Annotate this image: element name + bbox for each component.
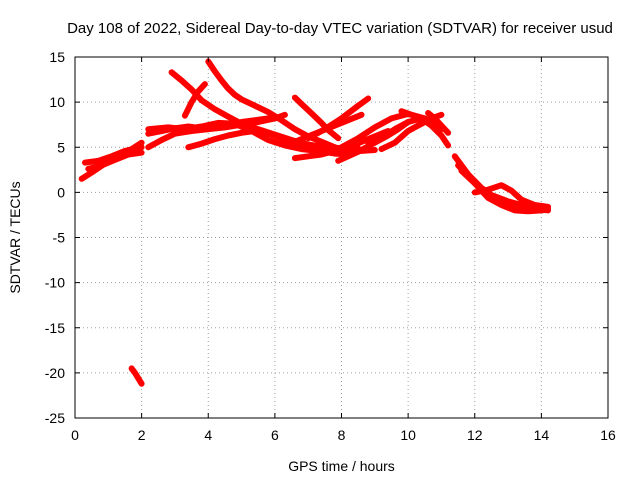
x-tick-label: 4 <box>204 427 212 443</box>
y-tick-label: -20 <box>45 365 65 381</box>
series-arc-10 <box>185 128 352 156</box>
y-tick-label: -5 <box>53 230 66 246</box>
x-tick-label: 0 <box>71 427 79 443</box>
series-arc-8 <box>168 69 362 152</box>
series-arc-20 <box>398 108 452 149</box>
series-arc-25 <box>471 182 551 210</box>
series-arc-24 <box>458 167 551 215</box>
y-tick-label: -25 <box>45 410 65 426</box>
series-arc-4 <box>128 365 145 387</box>
x-tick-label: 16 <box>600 427 616 443</box>
data-series <box>78 58 551 387</box>
series-arc-3 <box>85 149 145 172</box>
series-arc-9 <box>181 81 208 119</box>
grid <box>75 57 608 418</box>
x-tick-label: 8 <box>338 427 346 443</box>
axis-ticks: 0 2 4 6 8 10 12 14 16 -25 -20 -15 -10 -5 0 5 10 15 <box>45 49 616 443</box>
series-arc-7 <box>145 114 278 137</box>
x-axis-label: GPS time / hours <box>288 458 395 474</box>
y-tick-label: 10 <box>49 94 65 110</box>
chart-title: Day 108 of 2022, Sidereal Day-to-day VTE… <box>67 20 613 37</box>
series-arc-16 <box>305 95 372 142</box>
series-arc-21 <box>425 110 452 136</box>
y-axis-label: SDTVAR / TECUs <box>7 181 23 293</box>
y-tick-label: -10 <box>45 275 65 291</box>
x-tick-label: 2 <box>138 427 146 443</box>
x-tick-label: 14 <box>534 427 550 443</box>
y-tick-label: -15 <box>45 320 65 336</box>
x-tick-label: 10 <box>400 427 416 443</box>
x-tick-label: 6 <box>271 427 279 443</box>
y-tick-label: 0 <box>57 184 65 200</box>
series-arc-2 <box>82 144 145 166</box>
y-tick-label: 5 <box>57 139 65 155</box>
x-tick-label: 12 <box>467 427 483 443</box>
y-tick-label: 15 <box>49 49 65 65</box>
